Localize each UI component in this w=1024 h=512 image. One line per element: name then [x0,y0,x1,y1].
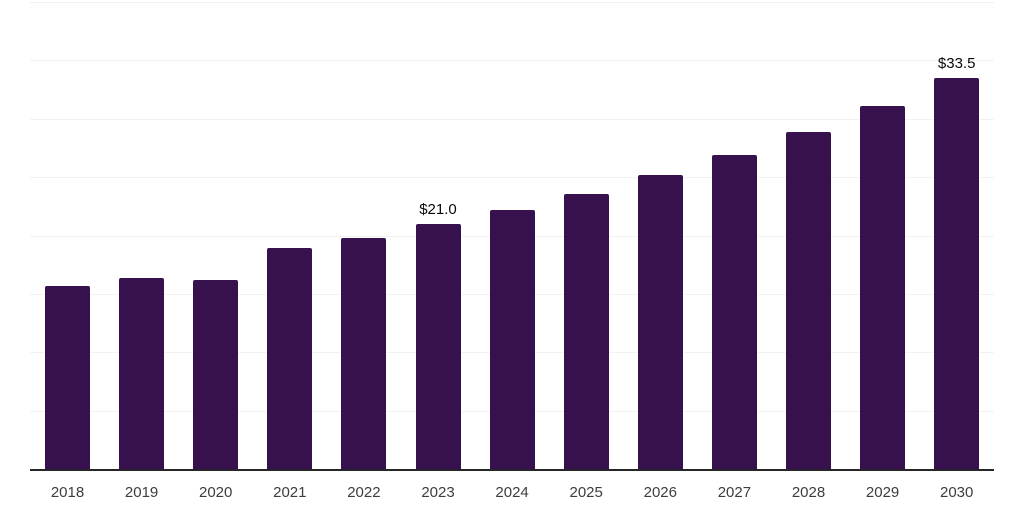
bar [489,209,535,469]
gridline [30,118,994,120]
x-tick-label: 2022 [347,484,381,501]
x-tick-label: 2030 [940,484,974,501]
bar [786,131,831,469]
bar [267,248,313,469]
gridline [30,2,994,3]
x-tick-label: 2027 [717,484,752,501]
x-tick-label: 2023 [421,484,455,501]
value-label: $33.5 [937,54,976,72]
value-label: $21.0 [419,200,457,218]
x-tick-label: 2019 [124,484,159,501]
bar [637,174,683,469]
bar [341,237,387,469]
x-tick-label: 2026 [643,484,677,501]
x-tick-label: 2029 [865,484,900,501]
bar [934,77,980,469]
x-axis-line [30,469,994,471]
bar [860,105,906,469]
x-tick-label: 2020 [199,484,233,501]
bar [711,154,757,469]
bar [45,285,90,469]
x-tick-label: 2025 [569,484,603,501]
x-tick-label: 2028 [791,484,826,501]
bar [119,277,165,469]
gridline [30,177,994,179]
bar [193,279,239,469]
gridline [30,60,994,62]
x-tick-label: 2021 [273,484,307,501]
bar [415,223,461,469]
bar [563,193,609,469]
x-tick-label: 2018 [50,484,85,501]
x-tick-label: 2024 [495,484,529,501]
